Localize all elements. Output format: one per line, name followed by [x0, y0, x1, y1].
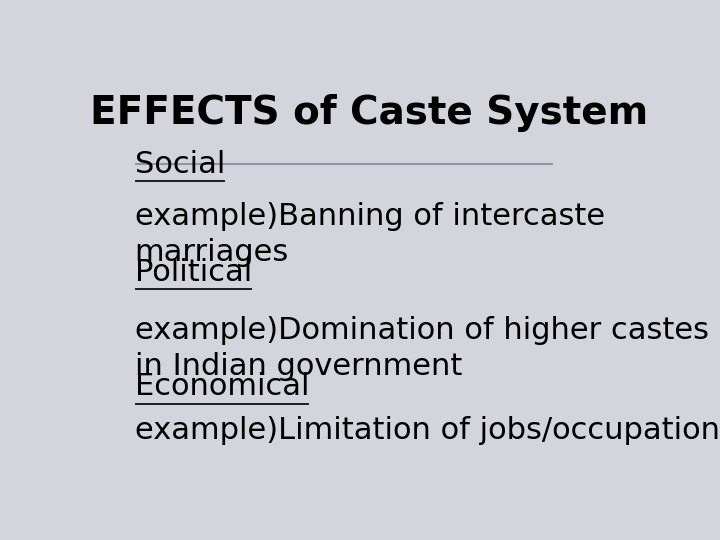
Text: example)Banning of intercaste
marriages: example)Banning of intercaste marriages	[135, 202, 605, 267]
Text: EFFECTS of Caste System: EFFECTS of Caste System	[90, 94, 648, 132]
Text: Social: Social	[135, 150, 225, 179]
Text: Economical: Economical	[135, 373, 309, 402]
Text: Political: Political	[135, 258, 252, 287]
Text: example)Limitation of jobs/occupations: example)Limitation of jobs/occupations	[135, 416, 720, 445]
Text: example)Domination of higher castes
in Indian government: example)Domination of higher castes in I…	[135, 316, 708, 381]
